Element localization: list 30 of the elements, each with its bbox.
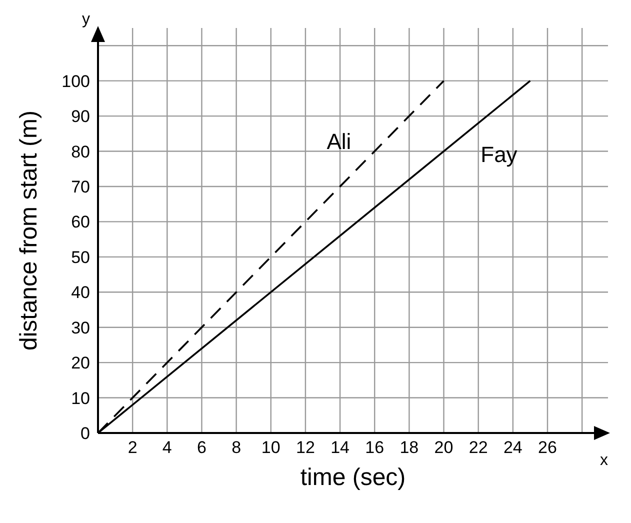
x-tick-label: 6 [196,438,206,458]
y-tick-label: 20 [71,354,90,373]
y-tick-label: 10 [71,388,90,408]
x-tick-label: 10 [261,438,280,458]
y-tick-label: 40 [71,283,90,302]
text: y [82,11,90,28]
y-tick-label: 60 [71,212,90,232]
x-tick-label: 12 [296,438,315,458]
text: x [600,452,608,469]
series-label: Fay [480,142,518,167]
x-tick-label: 18 [400,438,419,458]
x-tick-label: 22 [468,438,488,458]
y-tick-label: 70 [71,178,90,197]
x-tick-label: 26 [538,438,557,458]
x-tick-label: 2 [128,438,138,458]
x-tick-label: 16 [365,438,384,458]
x-tick-label: 20 [434,438,454,458]
series-label: Ali [326,129,352,154]
x-tick-label: 24 [503,438,522,458]
y-tick-label: 0 [80,424,90,444]
x-axis-title: time (sec) [300,464,406,491]
y-axis-title: distance from start (m) [16,110,43,351]
y-tick-label: 80 [71,142,90,162]
x-tick-label: 8 [232,438,242,458]
x-tick-label: 14 [330,438,350,458]
y-tick-label: 50 [71,248,90,267]
x-tick-label: 4 [162,438,172,458]
y-tick-label: 90 [71,107,90,126]
y-tick-label: 30 [71,318,90,338]
y-tick-label: 100 [62,72,90,91]
